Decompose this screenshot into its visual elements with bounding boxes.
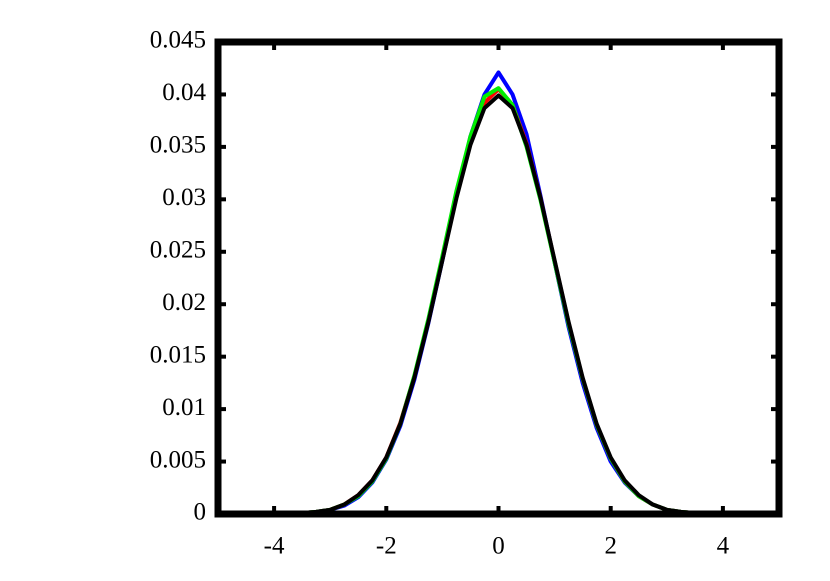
- y-tick-label: 0.045: [150, 27, 206, 54]
- y-tick-label: 0.035: [150, 132, 206, 159]
- y-tick-label: 0.02: [162, 289, 206, 316]
- y-tick-label: 0.005: [150, 446, 206, 473]
- x-tick-label: -4: [264, 533, 285, 560]
- y-tick-label: 0.03: [162, 184, 206, 211]
- y-tick-label: 0.025: [150, 237, 206, 264]
- x-tick-label: -2: [376, 533, 397, 560]
- y-tick-label: 0.01: [162, 394, 206, 421]
- series-line: [302, 70, 695, 515]
- series-line: [302, 93, 695, 515]
- y-tick-label: 0.015: [150, 341, 206, 368]
- series-line: [302, 87, 695, 515]
- y-tick-label: 0: [194, 499, 207, 526]
- x-tick-label: 0: [492, 533, 505, 560]
- plot-frame: [214, 38, 783, 518]
- x-tick-label: 4: [717, 533, 730, 560]
- series-line: [302, 86, 695, 515]
- y-tick-label: 0.04: [162, 79, 206, 106]
- x-tick-label: 2: [604, 533, 617, 560]
